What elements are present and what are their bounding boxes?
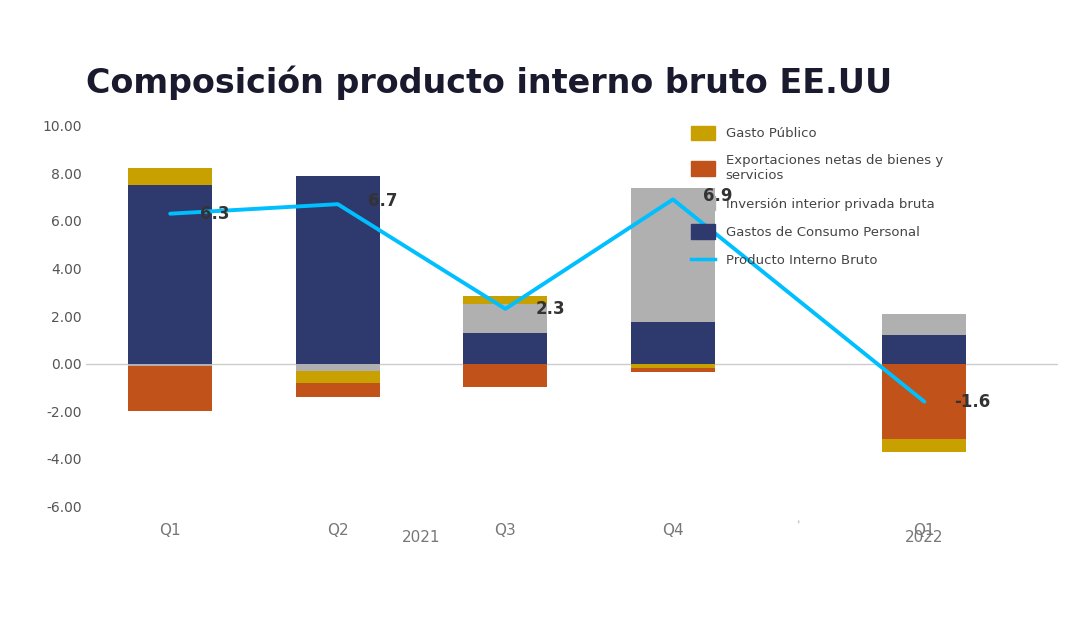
Bar [463, 296, 548, 304]
Text: 6.9: 6.9 [703, 187, 732, 205]
Bar [296, 176, 380, 363]
Bar [882, 313, 967, 335]
Bar [129, 366, 212, 411]
Text: Composición producto interno bruto EE.UU: Composición producto interno bruto EE.UU [86, 66, 893, 100]
Bar [129, 185, 212, 363]
Text: 6.3: 6.3 [201, 205, 230, 222]
Text: -1.6: -1.6 [955, 392, 990, 411]
Bar [296, 363, 380, 371]
Bar [882, 439, 967, 452]
Text: 2022: 2022 [905, 530, 944, 545]
Bar [296, 371, 380, 382]
Bar [631, 188, 715, 322]
Bar [463, 304, 548, 332]
Bar [882, 335, 967, 363]
Legend: Gasto Público, Exportaciones netas de bienes y
servicios, Inversión interior pri: Gasto Público, Exportaciones netas de bi… [686, 120, 948, 273]
Text: 6.7: 6.7 [368, 191, 397, 210]
Bar [882, 363, 967, 439]
Bar [631, 322, 715, 363]
Text: 2021: 2021 [403, 530, 441, 545]
Bar [129, 363, 212, 366]
Bar [463, 332, 548, 363]
Bar [463, 363, 548, 387]
Text: 2.3: 2.3 [536, 300, 565, 318]
Bar [296, 382, 380, 397]
Bar [631, 368, 715, 372]
Bar [129, 169, 212, 185]
Bar [631, 363, 715, 368]
